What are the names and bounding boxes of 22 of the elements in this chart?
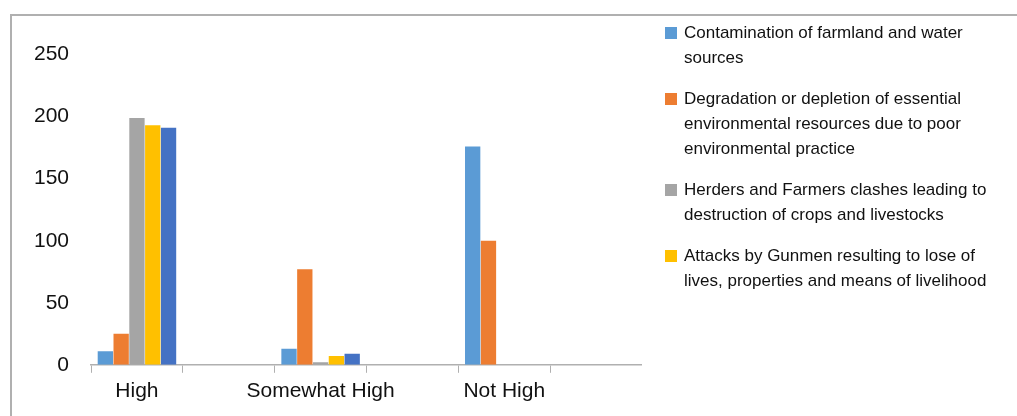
legend-label: Degradation or depletion of essential environmental resources due to poor environmental practice — [684, 89, 961, 158]
bar — [145, 125, 161, 365]
bar — [97, 351, 114, 365]
legend-label: Herders and Farmers clashes leading to destruction of crops and livestocks — [684, 180, 987, 224]
bar — [113, 333, 129, 365]
y-tick-label: 200 — [33, 103, 70, 127]
legend-label: Contamination of farmland and water sources — [684, 23, 963, 67]
bar — [328, 356, 345, 365]
x-tick-label: Not High — [463, 378, 546, 402]
y-tick-label: 50 — [45, 289, 70, 313]
x-tick-label: High — [115, 378, 159, 402]
bar — [281, 348, 297, 365]
bar — [480, 240, 497, 365]
y-tick-label: 0 — [57, 351, 70, 375]
bar — [297, 269, 313, 365]
y-tick-label: 100 — [33, 227, 70, 251]
bar — [465, 146, 481, 365]
bar — [160, 127, 177, 365]
legend-label: Attacks by Gunmen resulting to lose of lives, properties and means of livelihood — [684, 246, 987, 290]
y-tick-label: 250 — [33, 41, 70, 65]
x-tick-label: Somewhat High — [246, 378, 395, 402]
y-tick-label: 150 — [33, 165, 70, 189]
